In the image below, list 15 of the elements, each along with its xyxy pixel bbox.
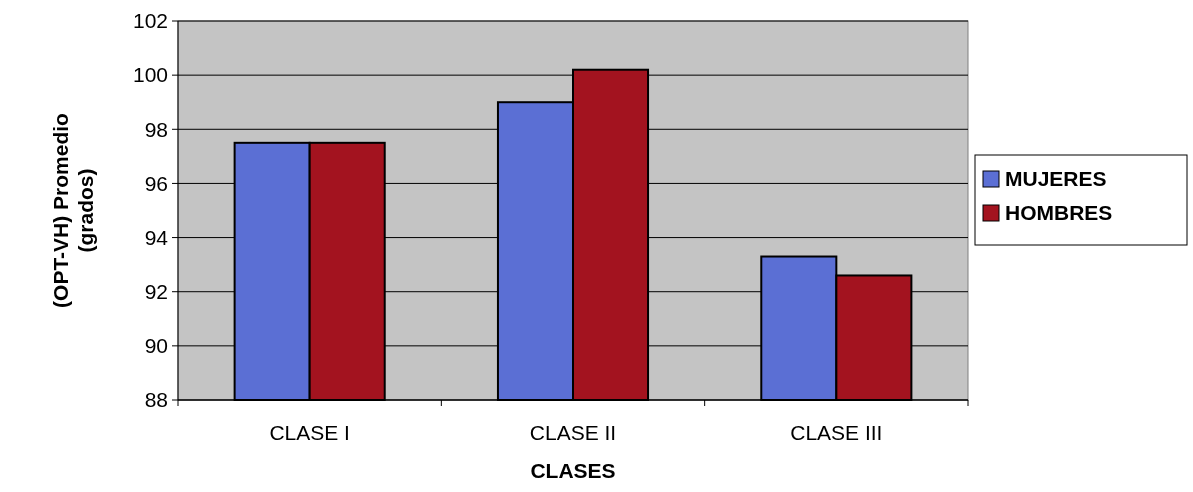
y-axis-title: (OPT-VH) Promedio (grados) — [49, 113, 97, 308]
y-tick-label: 102 — [132, 9, 168, 33]
y-tick-label: 94 — [144, 225, 169, 249]
y-tick-label: 92 — [144, 280, 168, 304]
y-tick-label: 100 — [132, 63, 168, 87]
x-tick-label: CLASE III — [790, 421, 883, 444]
legend-label: MUJERES — [1005, 167, 1107, 191]
y-tick-label: 88 — [144, 388, 168, 412]
x-tick-label: CLASE I — [269, 421, 350, 444]
legend-label: HOMBRES — [1005, 201, 1113, 225]
x-tick-label: CLASE II — [529, 421, 617, 444]
y-tick-label: 90 — [144, 334, 168, 358]
y-tick-label: 98 — [144, 117, 168, 141]
y-tick-label: 96 — [144, 171, 168, 195]
x-axis-title: CLASES — [530, 459, 616, 482]
